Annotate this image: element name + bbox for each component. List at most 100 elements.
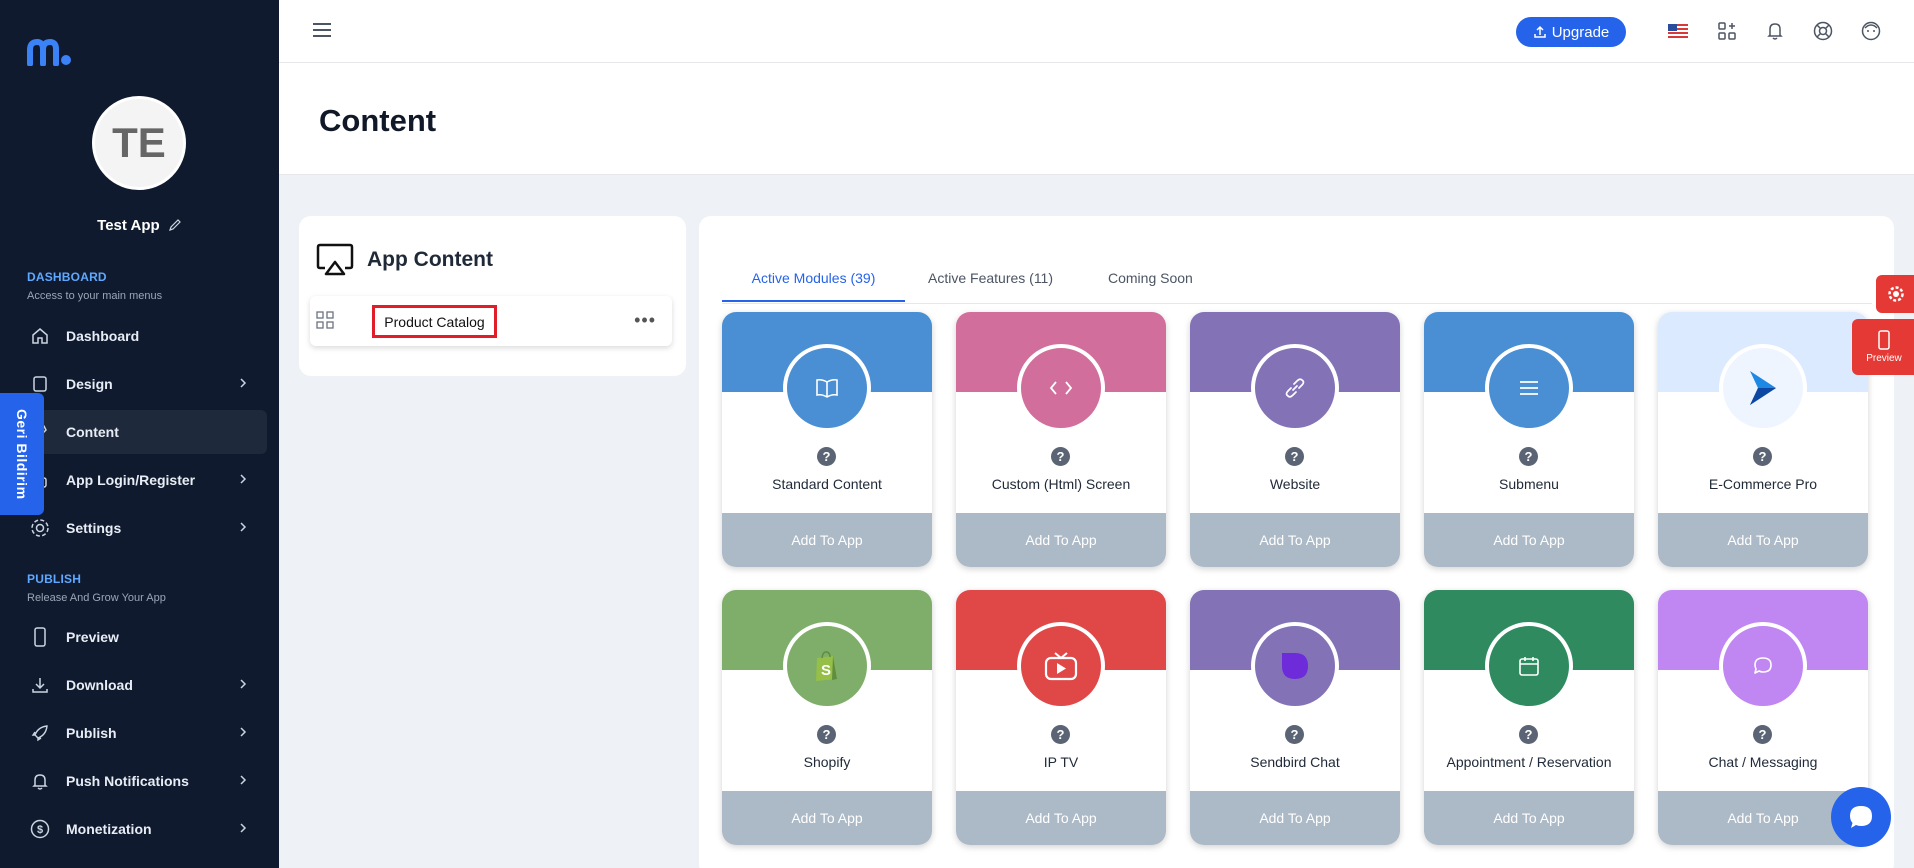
help-icon[interactable]: ? — [1753, 725, 1772, 744]
sendbird-icon — [1251, 622, 1339, 710]
sidebar-item-preview[interactable]: Preview — [16, 615, 267, 659]
calendar-icon — [1485, 622, 1573, 710]
sidebar-item-push-notifications[interactable]: Push Notifications — [16, 759, 267, 803]
design-icon — [28, 372, 52, 396]
code-icon — [1017, 344, 1105, 432]
upgrade-label: Upgrade — [1551, 23, 1610, 41]
module-name: Appointment / Reservation — [1446, 754, 1612, 770]
tab-active-modules[interactable]: Active Modules (39) — [722, 270, 905, 302]
sidebar-item-design[interactable]: Design — [16, 362, 267, 406]
dashboard-section-title: DASHBOARD — [27, 270, 107, 284]
add-to-app-button[interactable]: Add To App — [956, 513, 1166, 567]
svg-text:$: $ — [37, 824, 43, 836]
hamburger-menu-icon[interactable] — [312, 22, 332, 38]
sidebar-item-app-login-register[interactable]: App Login/Register — [16, 458, 267, 502]
phone-icon — [1878, 330, 1890, 350]
ecommerce-arrow-icon — [1719, 344, 1807, 432]
module-card-ecommerce-pro: ? E-Commerce Pro Add To App — [1658, 312, 1868, 567]
support-lifebuoy-icon[interactable] — [1812, 20, 1834, 42]
sidebar-item-content[interactable]: Content — [16, 410, 267, 454]
logo-icon[interactable] — [26, 38, 72, 66]
download-icon — [28, 673, 52, 697]
pencil-icon[interactable] — [168, 218, 182, 232]
help-icon[interactable]: ? — [817, 725, 836, 744]
phone-icon — [28, 625, 52, 649]
sidebar-item-label: Settings — [66, 520, 122, 536]
floating-settings-button[interactable] — [1876, 275, 1914, 313]
link-icon — [1251, 344, 1339, 432]
upgrade-button[interactable]: Upgrade — [1516, 17, 1626, 47]
add-to-app-button[interactable]: Add To App — [1190, 791, 1400, 845]
sidebar-item-publish[interactable]: Publish — [16, 711, 267, 755]
add-to-app-button[interactable]: Add To App — [956, 791, 1166, 845]
module-card-submenu: ? Submenu Add To App — [1424, 312, 1634, 567]
add-to-app-button[interactable]: Add To App — [1424, 791, 1634, 845]
help-icon[interactable]: ? — [1051, 447, 1070, 466]
help-icon[interactable]: ? — [1519, 447, 1538, 466]
floating-preview-label: Preview — [1866, 353, 1902, 364]
help-icon[interactable]: ? — [1285, 447, 1304, 466]
app-name[interactable]: Test App — [0, 217, 279, 234]
sidebar-item-dashboard[interactable]: Dashboard — [16, 314, 267, 358]
module-card-website: ? Website Add To App — [1190, 312, 1400, 567]
module-card-ip-tv: ? IP TV Add To App — [956, 590, 1166, 845]
help-icon[interactable]: ? — [1285, 725, 1304, 744]
add-to-app-button[interactable]: Add To App — [722, 513, 932, 567]
sidebar-item-label: Content — [66, 424, 119, 440]
module-name: Sendbird Chat — [1250, 754, 1340, 770]
modules-card: Active Modules (39) Active Features (11)… — [699, 216, 1894, 868]
bell-icon[interactable] — [1764, 20, 1786, 42]
apps-add-icon[interactable] — [1716, 20, 1738, 42]
module-card-appointment: ? Appointment / Reservation Add To App — [1424, 590, 1634, 845]
add-to-app-button[interactable]: Add To App — [1424, 513, 1634, 567]
sidebar-item-label: Dashboard — [66, 328, 140, 344]
help-icon[interactable]: ? — [817, 447, 836, 466]
floating-preview-button[interactable]: Preview — [1852, 319, 1914, 375]
grid-icon[interactable] — [316, 311, 334, 329]
sidebar-item-label: Download — [66, 677, 133, 693]
chevron-right-icon — [240, 727, 247, 737]
chevron-right-icon — [240, 378, 247, 388]
add-to-app-button[interactable]: Add To App — [722, 791, 932, 845]
upload-icon — [1533, 25, 1546, 38]
app-name-label: Test App — [97, 217, 160, 234]
airplay-icon — [316, 243, 354, 276]
module-name: Custom (Html) Screen — [991, 476, 1131, 492]
menu-lines-icon — [1485, 344, 1573, 432]
help-icon[interactable]: ? — [1051, 725, 1070, 744]
app-content-card: App Content Product Catalog ••• — [299, 216, 686, 376]
feedback-tab[interactable]: Geri Bildirim — [0, 393, 44, 515]
add-to-app-button[interactable]: Add To App — [1190, 513, 1400, 567]
gear-icon — [1888, 286, 1904, 302]
product-catalog-label[interactable]: Product Catalog — [372, 305, 497, 338]
sidebar-item-settings[interactable]: Settings — [16, 506, 267, 550]
module-name: Website — [1269, 476, 1321, 492]
rocket-icon — [28, 721, 52, 745]
more-options-icon[interactable]: ••• — [634, 310, 656, 330]
module-name: Standard Content — [772, 476, 882, 492]
module-card-custom-html: ? Custom (Html) Screen Add To App — [956, 312, 1166, 567]
us-flag-icon[interactable] — [1667, 20, 1689, 42]
sidebar-item-label: Publish — [66, 725, 117, 741]
topbar: Upgrade — [279, 0, 1914, 63]
home-icon — [28, 324, 52, 348]
chevron-right-icon — [240, 679, 247, 689]
chat-bubble-button[interactable] — [1831, 787, 1891, 847]
sidebar-item-download[interactable]: Download — [16, 663, 267, 707]
tab-active-features[interactable]: Active Features (11) — [928, 270, 1054, 286]
chevron-right-icon — [240, 522, 247, 532]
help-icon[interactable]: ? — [1519, 725, 1538, 744]
publish-section-subtitle: Release And Grow Your App — [27, 592, 166, 604]
user-face-icon[interactable] — [1860, 20, 1882, 42]
sidebar-item-label: Design — [66, 376, 113, 392]
module-card-sendbird-chat: ? Sendbird Chat Add To App — [1190, 590, 1400, 845]
add-to-app-button[interactable]: Add To App — [1658, 513, 1868, 567]
sidebar-item-monetization[interactable]: $ Monetization — [16, 807, 267, 851]
tab-coming-soon[interactable]: Coming Soon — [1108, 270, 1193, 286]
list-item[interactable]: Product Catalog ••• — [310, 296, 672, 346]
help-icon[interactable]: ? — [1753, 447, 1772, 466]
sidebar-item-label: Monetization — [66, 821, 152, 837]
book-icon — [783, 344, 871, 432]
feedback-tab-label: Geri Bildirim — [14, 408, 30, 500]
gear-icon — [28, 516, 52, 540]
